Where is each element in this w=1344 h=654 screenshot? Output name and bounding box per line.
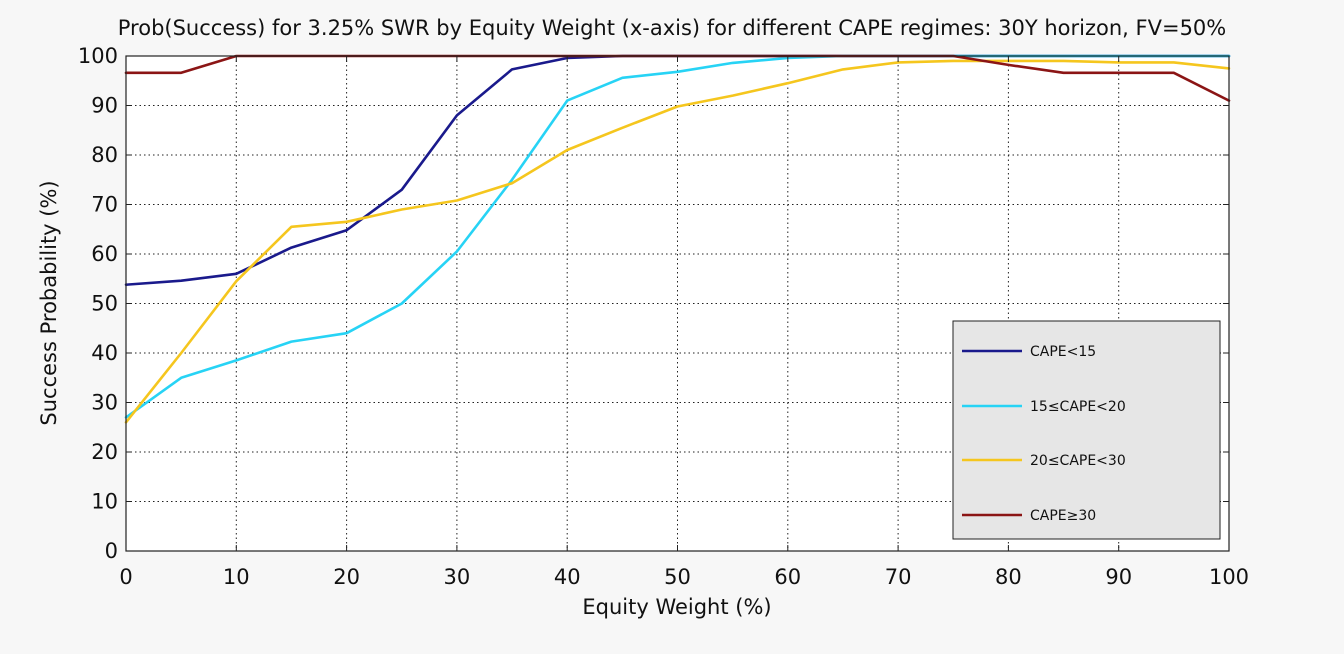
y-tick-label: 20 <box>91 440 118 464</box>
y-tick-label: 60 <box>91 242 118 266</box>
y-tick-label: 90 <box>91 94 118 118</box>
x-tick-label: 90 <box>1105 565 1132 589</box>
legend-box <box>952 320 1221 540</box>
x-tick-label: 10 <box>223 565 250 589</box>
y-axis-label: Success Probability (%) <box>37 180 61 425</box>
x-tick-label: 20 <box>333 565 360 589</box>
x-tick-label: 0 <box>119 565 132 589</box>
x-axis-label: Equity Weight (%) <box>582 595 771 619</box>
y-tick-label: 30 <box>91 391 118 415</box>
y-tick-label: 40 <box>91 341 118 365</box>
y-tick-label: 10 <box>91 490 118 514</box>
y-tick-label: 100 <box>78 44 118 68</box>
chart-title: Prob(Success) for 3.25% SWR by Equity We… <box>118 16 1227 40</box>
legend-label: CAPE≥30 <box>1030 508 1096 524</box>
x-tick-label: 60 <box>774 565 801 589</box>
x-tick-label: 70 <box>885 565 912 589</box>
x-tick-label: 40 <box>554 565 581 589</box>
y-tick-label: 80 <box>91 143 118 167</box>
legend-items: CAPE<15 15≤CAPE<20 20≤CAPE<30 CAPE≥30 <box>962 344 1126 524</box>
y-tick-label: 50 <box>91 292 118 316</box>
y-tick-label: 0 <box>105 539 118 563</box>
series-line <box>124 59 1231 424</box>
tick-layer: 0 10 20 30 40 50 60 70 80 90 100 0 10 20 30 40 50 60 70 80 9… <box>78 44 1249 589</box>
legend-label: 20≤CAPE<30 <box>1030 453 1126 469</box>
x-tick-label: 50 <box>664 565 691 589</box>
legend: CAPE<15 15≤CAPE<20 20≤CAPE<30 CAPE≥30 <box>952 320 1221 540</box>
legend-label: 15≤CAPE<20 <box>1030 399 1126 415</box>
legend-label: CAPE<15 <box>1030 344 1096 360</box>
x-tick-label: 100 <box>1209 565 1249 589</box>
x-tick-label: 80 <box>995 565 1022 589</box>
x-tick-label: 30 <box>444 565 471 589</box>
y-tick-label: 70 <box>91 193 118 217</box>
